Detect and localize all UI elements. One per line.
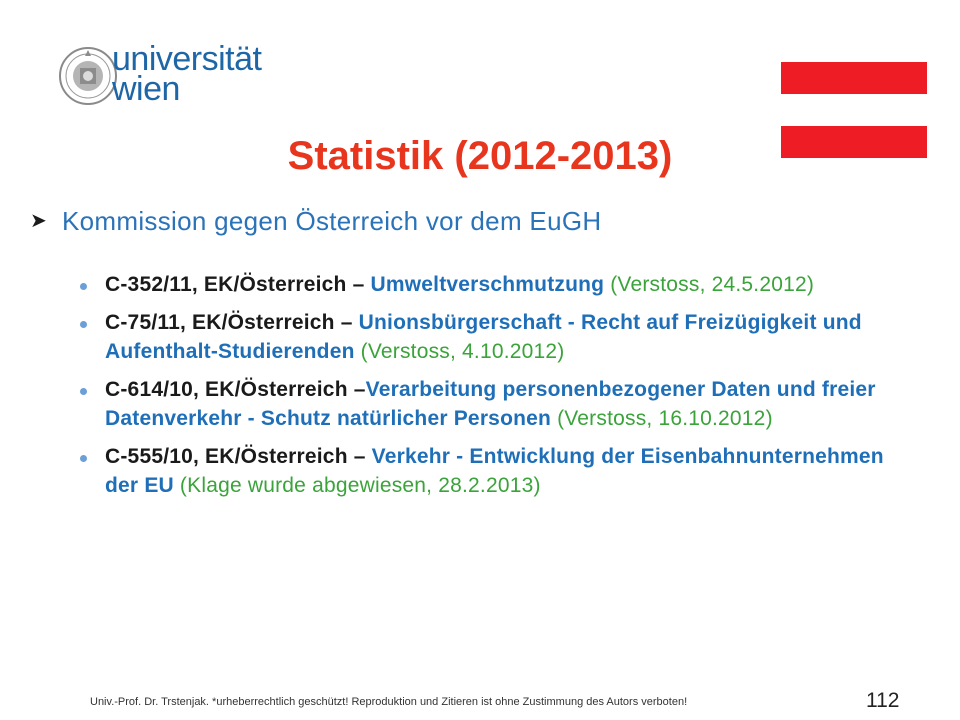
university-logo (58, 38, 288, 118)
footer-copyright: Univ.-Prof. Dr. Trstenjak. *urheberrecht… (90, 696, 688, 708)
case-item: C-555/10, EK/Österreich – Verkehr - Entw… (80, 442, 920, 500)
case-status: (Klage wurde abgewiesen, 28.2.2013) (173, 474, 541, 497)
case-separator: – (347, 445, 372, 468)
case-reference: C-75/11, EK/Österreich (105, 311, 335, 334)
page-number: 112 (866, 689, 900, 712)
case-reference: C-352/11, EK/Österreich (105, 273, 347, 296)
case-topic: Umweltverschmutzung (370, 273, 605, 296)
case-item: C-75/11, EK/Österreich – Unionsbürgersch… (80, 308, 920, 366)
case-separator: – (347, 378, 366, 401)
case-status: (Verstoss, 4.10.2012) (354, 340, 565, 363)
flag-stripe-top (781, 62, 927, 94)
case-reference: C-614/10, EK/Österreich (105, 378, 348, 401)
main-heading-text: Kommission gegen Österreich vor dem EuGH (62, 206, 602, 236)
case-item: C-614/10, EK/Österreich –Verarbeitung pe… (80, 375, 920, 433)
slide-title: Statistik (2012-2013) (287, 134, 673, 178)
flag-stripe-bottom (781, 126, 927, 158)
bullet-dot-icon (80, 283, 87, 290)
case-topic: Verkehr - Entwicklung der Eisenbahnunter… (105, 445, 884, 497)
case-status: (Verstoss, 16.10.2012) (551, 407, 773, 430)
case-item: C-352/11, EK/Österreich – Umweltverschmu… (80, 270, 920, 299)
bullet-dot-icon (80, 455, 87, 462)
case-status: (Verstoss, 24.5.2012) (604, 273, 815, 296)
case-separator: – (346, 273, 371, 296)
arrow-bullet-icon: ➤ (30, 210, 48, 232)
austria-flag (781, 62, 927, 158)
university-seal-icon (59, 47, 117, 105)
case-reference: C-555/10, EK/Österreich (105, 445, 348, 468)
bullet-dot-icon (80, 388, 87, 395)
bullet-dot-icon (80, 321, 87, 328)
logo-line-2: wien (112, 70, 180, 108)
case-topic: Unionsbürgerschaft - Recht auf Freizügig… (105, 311, 862, 363)
case-list: C-352/11, EK/Österreich – Umweltverschmu… (80, 270, 920, 509)
logo-wordmark: universität wien (112, 40, 262, 108)
case-separator: – (334, 311, 359, 334)
logo-line-1: universität (112, 40, 262, 78)
flag-stripe-middle (781, 94, 927, 126)
case-topic: Verarbeitung personenbezogener Daten und… (105, 378, 876, 430)
main-heading-bullet: ➤ Kommission gegen Österreich vor dem EuG… (30, 206, 910, 237)
